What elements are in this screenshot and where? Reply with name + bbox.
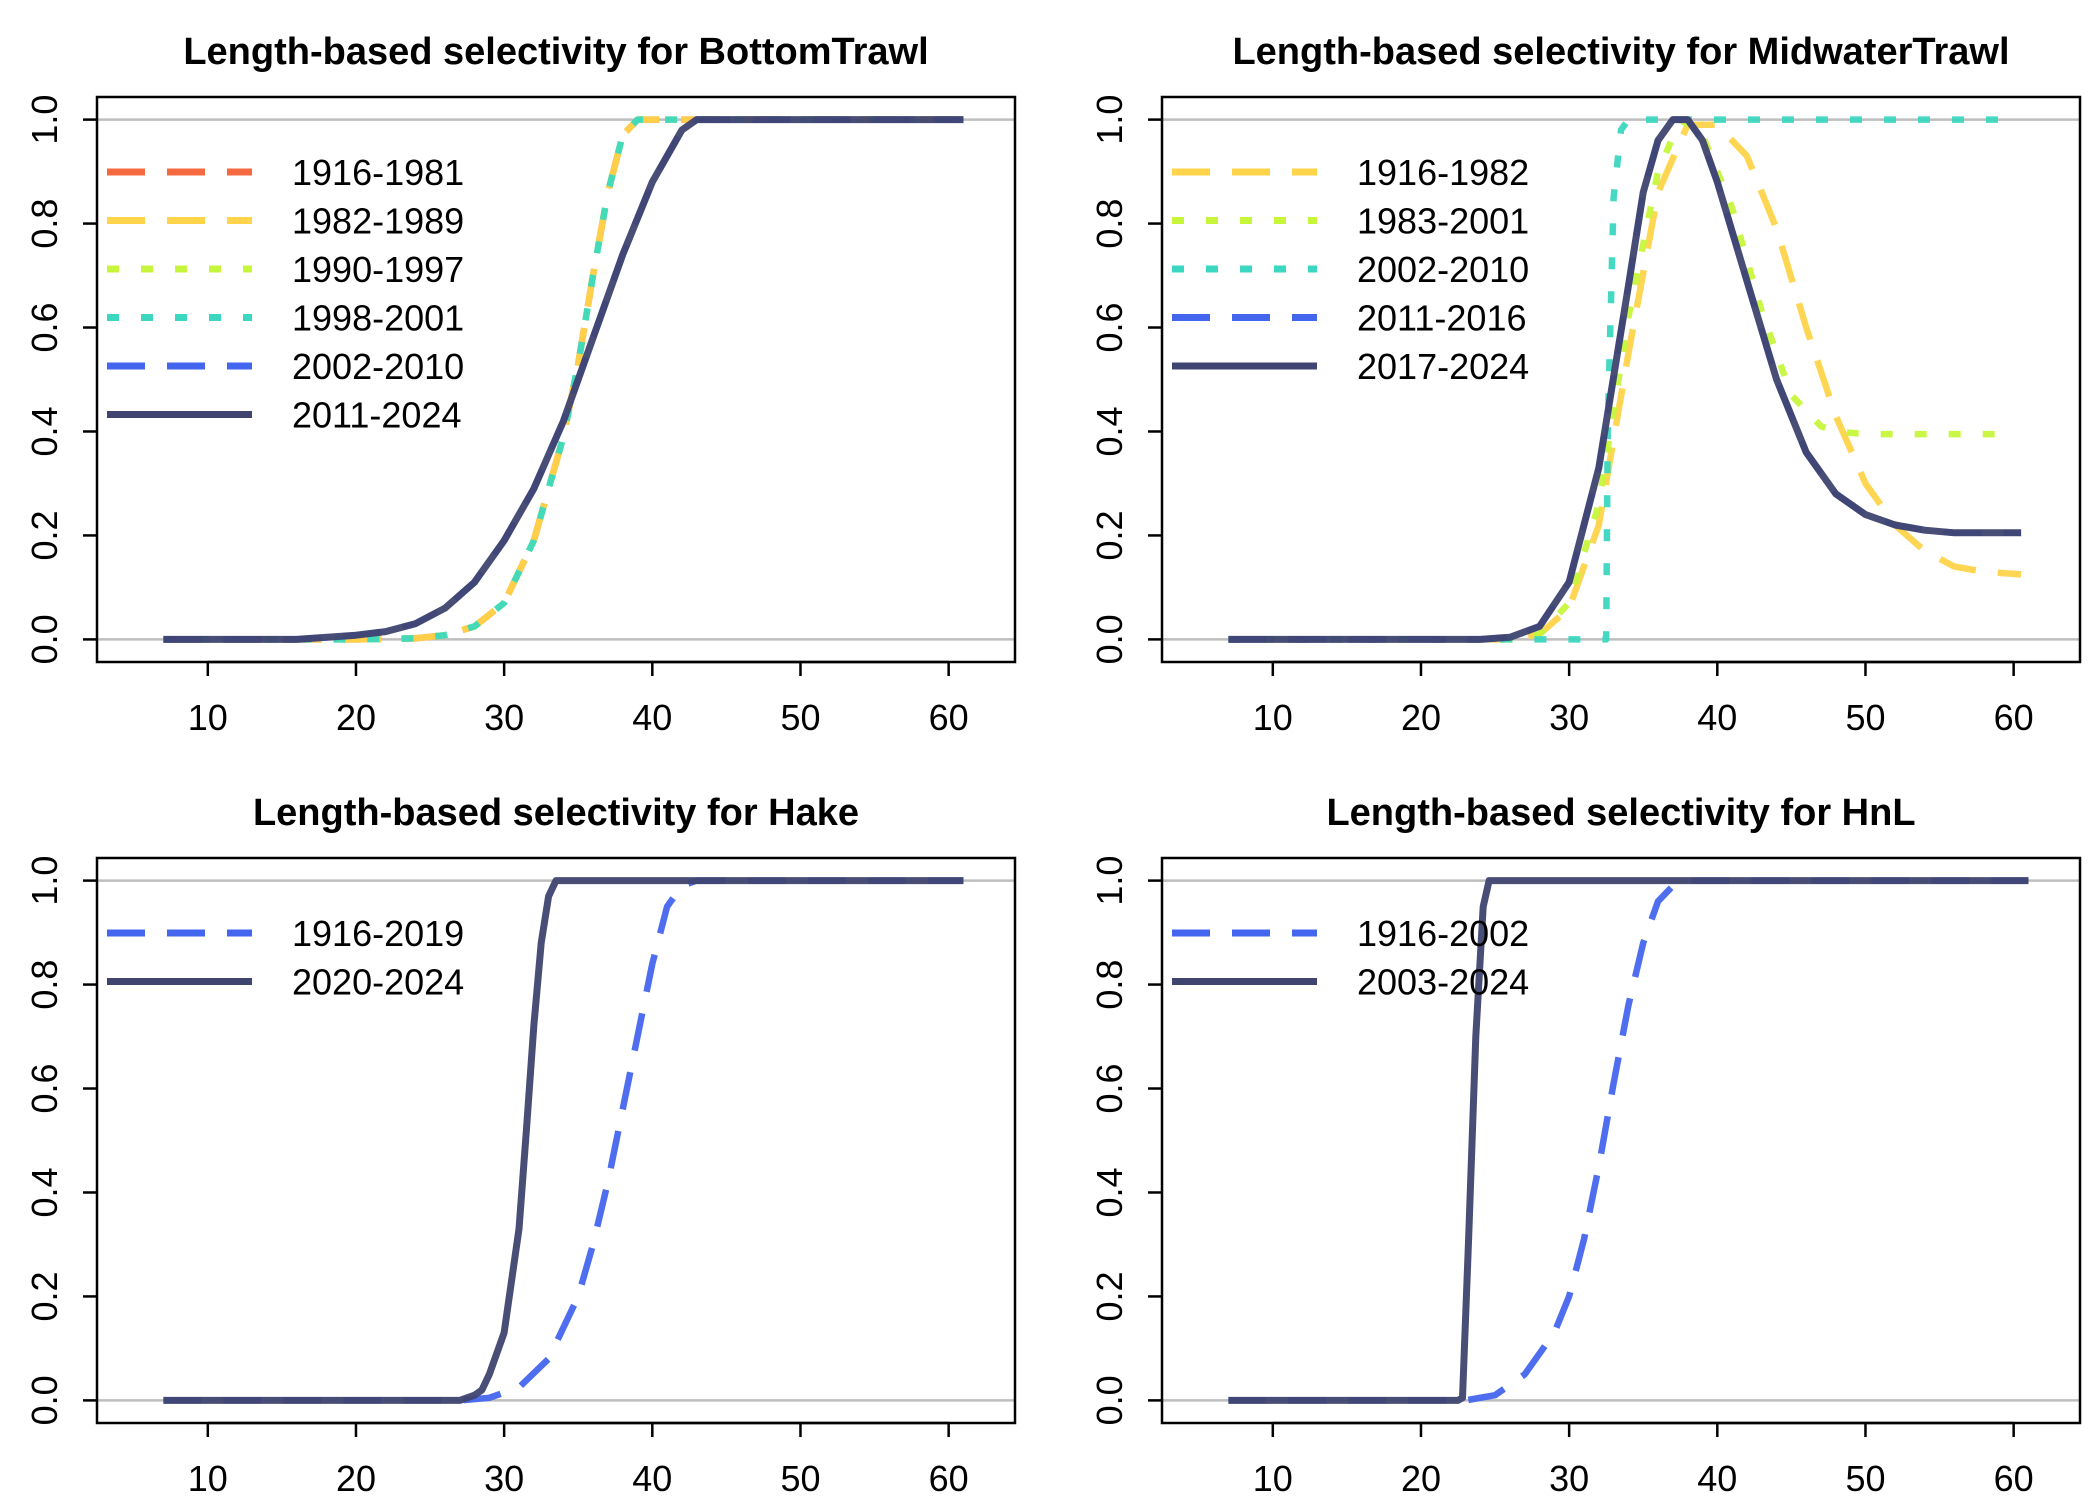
y-tick-label: 0.4 <box>1089 1167 1130 1217</box>
y-tick-label: 0.4 <box>24 1167 65 1217</box>
series-line-5 <box>163 116 964 643</box>
x-tick-label: 10 <box>1253 1458 1293 1499</box>
chart-title: Length-based selectivity for MidwaterTra… <box>1232 31 2009 73</box>
y-tick-label: 0.0 <box>1089 1375 1130 1425</box>
y-tick-label: 0.8 <box>24 960 65 1010</box>
y-tick-label: 0.6 <box>24 1063 65 1113</box>
y-tick-label: 0.8 <box>24 199 65 249</box>
series-line-1 <box>163 116 964 643</box>
chart-title: Length-based selectivity for Hake <box>253 792 859 834</box>
x-tick-label: 30 <box>484 697 524 738</box>
legend-label: 1998-2001 <box>292 298 464 339</box>
legend-label: 2020-2024 <box>292 962 464 1003</box>
y-tick-label: 0.6 <box>1089 302 1130 352</box>
x-tick-label: 60 <box>1994 697 2034 738</box>
x-tick-label: 50 <box>1845 1458 1885 1499</box>
y-tick-label: 0.8 <box>1089 960 1130 1010</box>
y-tick-label: 0.2 <box>1089 1271 1130 1321</box>
series-line-6 <box>163 116 964 643</box>
legend-label: 2011-2024 <box>292 395 462 436</box>
series-line-1 <box>1228 121 2022 643</box>
y-tick-label: 1.0 <box>1089 95 1130 145</box>
series-line-3 <box>1228 116 2014 643</box>
legend-label: 1916-2002 <box>1357 913 1529 954</box>
x-tick-label: 50 <box>780 1458 820 1499</box>
y-tick-label: 0.0 <box>24 614 65 664</box>
chart-title: Length-based selectivity for HnL <box>1326 792 1915 834</box>
legend-label: 2017-2024 <box>1357 346 1529 387</box>
x-tick-label: 20 <box>1401 697 1441 738</box>
series-line-2 <box>163 116 964 643</box>
x-tick-label: 60 <box>1994 1458 2034 1499</box>
series-line-4 <box>1228 116 2022 643</box>
y-tick-label: 0.4 <box>1089 406 1130 456</box>
y-tick-label: 0.6 <box>1089 1063 1130 1113</box>
x-tick-label: 10 <box>188 697 228 738</box>
x-tick-label: 50 <box>1845 697 1885 738</box>
y-tick-label: 1.0 <box>1089 856 1130 906</box>
x-tick-label: 10 <box>188 1458 228 1499</box>
y-tick-label: 1.0 <box>24 95 65 145</box>
plot-frame <box>95 95 1017 664</box>
series-line-3 <box>163 116 964 643</box>
x-tick-label: 30 <box>1549 697 1589 738</box>
x-tick-label: 20 <box>336 697 376 738</box>
chart-title: Length-based selectivity for BottomTrawl <box>183 31 928 73</box>
legend-label: 1916-2019 <box>292 913 464 954</box>
x-tick-label: 40 <box>632 697 672 738</box>
chart-panel-2: Length-based selectivity for MidwaterTra… <box>1089 31 2082 738</box>
plot-frame <box>1160 856 2082 1425</box>
chart-panel-1: Length-based selectivity for BottomTrawl… <box>24 31 1017 738</box>
legend-label: 2002-2010 <box>292 346 464 387</box>
series-line-4 <box>163 116 964 643</box>
y-tick-label: 1.0 <box>24 856 65 906</box>
y-tick-label: 0.6 <box>24 302 65 352</box>
x-tick-label: 60 <box>929 697 969 738</box>
y-tick-label: 0.2 <box>1089 510 1130 560</box>
legend-label: 2003-2024 <box>1357 962 1529 1003</box>
series-line-2 <box>1228 877 2029 1404</box>
series-line-2 <box>1228 116 2014 643</box>
x-tick-label: 10 <box>1253 697 1293 738</box>
x-tick-label: 40 <box>1697 697 1737 738</box>
series-line-2 <box>163 877 964 1404</box>
y-tick-label: 0.0 <box>24 1375 65 1425</box>
x-tick-label: 30 <box>1549 1458 1589 1499</box>
series-line-1 <box>1228 877 2029 1404</box>
legend-label: 1916-1981 <box>292 152 464 193</box>
series-line-5 <box>1228 116 2022 643</box>
legend-label: 1990-1997 <box>292 249 464 290</box>
legend-label: 1916-1982 <box>1357 152 1529 193</box>
x-tick-label: 30 <box>484 1458 524 1499</box>
x-tick-label: 40 <box>632 1458 672 1499</box>
x-tick-label: 20 <box>1401 1458 1441 1499</box>
chart-panel-4: Length-based selectivity for HnL 10 20 30 40… <box>1089 792 2082 1499</box>
x-tick-label: 60 <box>929 1458 969 1499</box>
legend-label: 1982-1989 <box>292 201 464 242</box>
y-tick-label: 0.4 <box>24 406 65 456</box>
y-tick-label: 0.0 <box>1089 614 1130 664</box>
series-line-1 <box>163 877 964 1404</box>
legend-label: 1983-2001 <box>1357 201 1529 242</box>
y-tick-label: 0.2 <box>24 510 65 560</box>
legend-label: 2011-2016 <box>1357 298 1527 339</box>
x-tick-label: 50 <box>780 697 820 738</box>
legend-label: 2002-2010 <box>1357 249 1529 290</box>
x-tick-label: 20 <box>336 1458 376 1499</box>
x-tick-label: 40 <box>1697 1458 1737 1499</box>
y-tick-label: 0.2 <box>24 1271 65 1321</box>
chart-panel-3: Length-based selectivity for Hake 10 20 30 4… <box>24 792 1017 1499</box>
y-tick-label: 0.8 <box>1089 199 1130 249</box>
